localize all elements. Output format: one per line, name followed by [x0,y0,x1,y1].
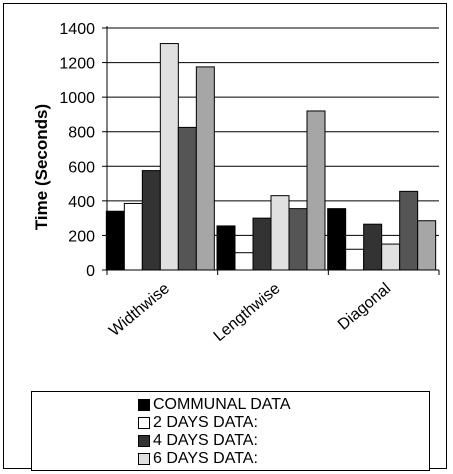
axes [106,26,440,275]
bar [234,252,254,271]
bar [159,43,179,271]
bar [195,66,215,271]
legend-swatch [138,435,150,447]
bar [327,208,347,271]
legend-swatch [138,453,150,465]
y-tick-label: 0 [86,263,95,280]
legend-label: 4 DAYS DATA: [153,432,258,449]
bar [141,170,161,271]
bar [306,110,326,271]
x-category-label: Widthwise [106,280,173,340]
y-tick-label: 400 [68,194,95,211]
legend-item: 6 DAYS DATA: [138,450,290,468]
legend-item: 2 DAYS DATA: [138,414,290,432]
legend-swatch [138,399,150,411]
legend: COMMUNAL DATA 2 DAYS DATA: 4 DAYS DATA: 6 D… [31,391,430,471]
bar [216,225,236,271]
bar [399,190,419,271]
bar [105,210,125,271]
legend-label: 2 DAYS DATA: [153,414,258,431]
legend-label: 6 DAYS DATA: [153,450,258,467]
legend-items: COMMUNAL DATA 2 DAYS DATA: 4 DAYS DATA: 6 D… [138,396,290,468]
x-category-label: Lengthwise [211,280,284,345]
y-tick-label: 200 [68,228,95,245]
bar [417,220,437,271]
x-category-labels: Widthwise Lengthwise Diagonal [106,280,394,345]
y-tick-label: 800 [68,125,95,142]
y-tick-label: 600 [68,159,95,176]
legend-item: 4 DAYS DATA: [138,432,290,450]
bar [363,223,383,271]
bar [177,126,197,271]
bar [123,202,143,271]
bar [381,243,401,271]
legend-swatch [138,417,150,429]
bar [288,208,308,271]
y-axis-title: Time (Seconds) [32,104,51,230]
legend-item: COMMUNAL DATA [138,396,290,414]
legend-label: COMMUNAL DATA [153,396,291,413]
x-category-label: Diagonal [335,280,394,334]
bars [105,43,437,271]
y-tick-labels: 0 200 400 600 800 1000 1200 1400 [59,21,107,280]
y-tick-label: 1400 [59,21,95,38]
bar [345,248,365,271]
bar [270,195,290,271]
bar [252,217,272,271]
y-tick-label: 1200 [59,56,95,73]
y-tick-label: 1000 [59,90,95,107]
